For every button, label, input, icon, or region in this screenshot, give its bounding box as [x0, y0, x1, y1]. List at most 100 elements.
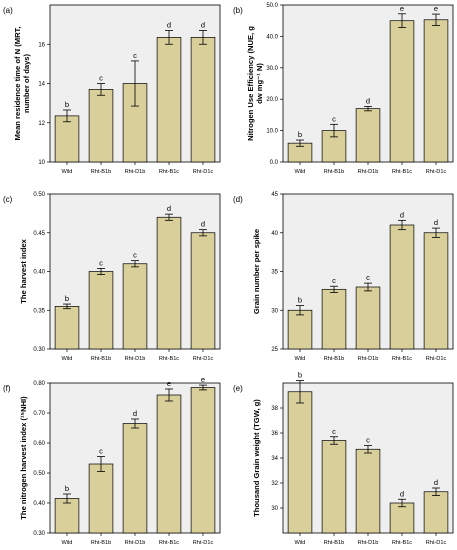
- bar-rht-b1c: [156, 37, 182, 163]
- y-tick-label: 0.30: [33, 531, 45, 537]
- significance-label: e: [167, 379, 171, 388]
- x-tick-label: Wild: [295, 540, 306, 546]
- bar-rht-d1c: [190, 37, 216, 163]
- x-tick-label: Wild: [62, 356, 73, 362]
- x-tick-label: Rht-B1c: [159, 356, 179, 362]
- significance-label: b: [298, 130, 302, 139]
- chart-panel-3: (c) 0.30 0.35 0.40 0.45 0.50 The harvest index…: [3, 192, 221, 362]
- panel-tag: (e): [233, 384, 243, 393]
- y-tick-label: 0.40: [33, 501, 45, 507]
- y-axis-label-line: The nitrogen harvest index (¹⁵NHI): [19, 396, 28, 520]
- y-tick-label: 30: [271, 506, 278, 512]
- x-tick-label: Rht-D1b: [358, 169, 379, 175]
- bar-rht-b1c: [389, 20, 415, 163]
- y-tick-label: 0.60: [33, 441, 45, 447]
- x-tick-label: Wild: [295, 356, 306, 362]
- chart-panel-5: (f) 0.30 0.40 0.50 0.60 0.70 0.80 The nitrogen …: [3, 375, 221, 546]
- chart-panel-2: (b) 0.0 10.0 20.0 30.0 40.0 50.0 Nitrogen Use E…: [233, 3, 454, 175]
- significance-label: d: [167, 21, 171, 30]
- bar-wild: [54, 498, 80, 534]
- significance-label: c: [133, 51, 137, 60]
- bar-rht-b1c: [389, 502, 415, 534]
- panel-tag: (d): [233, 195, 243, 204]
- x-tick-label: Rht-B1b: [91, 540, 112, 546]
- x-tick-label: Wild: [62, 540, 73, 546]
- y-axis-label-line: Grain number per spike: [252, 229, 261, 314]
- bar-rht-b1b: [88, 271, 114, 350]
- y-axis-label-line: number of days): [22, 53, 31, 113]
- bar-rht-b1c: [156, 394, 182, 534]
- y-tick-label: 10: [38, 160, 45, 166]
- y-tick-label: 40: [271, 231, 278, 237]
- y-axis-label-line: dw mg⁻¹ N): [255, 63, 264, 104]
- y-tick-label: 0.80: [33, 381, 45, 387]
- significance-label: c: [332, 276, 336, 285]
- y-tick-label: 35: [271, 270, 278, 276]
- y-tick-label: 36: [271, 431, 278, 437]
- panel-tag: (b): [233, 6, 243, 15]
- x-tick-label: Wild: [62, 169, 73, 175]
- significance-label: d: [133, 409, 137, 418]
- significance-label: c: [332, 114, 336, 123]
- significance-label: c: [366, 273, 370, 282]
- y-tick-label: 32: [271, 481, 278, 487]
- significance-label: c: [99, 447, 103, 456]
- panel-tag: (f): [3, 384, 11, 393]
- y-tick-label: 0.45: [33, 231, 45, 237]
- significance-label: e: [400, 4, 404, 13]
- bar-rht-d1b: [355, 286, 381, 350]
- significance-label: b: [298, 371, 302, 380]
- y-tick-label: 30.0: [266, 66, 278, 72]
- bar-rht-b1b: [321, 440, 347, 534]
- y-tick-label: 45: [271, 192, 278, 198]
- bar-rht-d1c: [423, 232, 449, 350]
- significance-label: d: [434, 218, 438, 227]
- y-tick-label: 0.70: [33, 411, 45, 417]
- bar-wild: [287, 391, 313, 534]
- x-tick-label: Rht-B1c: [392, 169, 412, 175]
- x-tick-label: Rht-D1c: [193, 169, 214, 175]
- y-axis-label: Mean residence time of N (MRT,number of …: [13, 27, 31, 141]
- significance-label: d: [400, 489, 404, 498]
- bar-rht-d1c: [190, 232, 216, 350]
- x-tick-label: Rht-D1c: [426, 169, 447, 175]
- chart-panel-6: (e) 30 32 34 36 38 Thousand Grain weight (TGW,…: [233, 371, 454, 546]
- x-tick-label: Rht-B1b: [324, 540, 345, 546]
- significance-label: c: [99, 74, 103, 83]
- y-tick-label: 0.30: [33, 347, 45, 353]
- x-tick-label: Rht-B1b: [91, 356, 112, 362]
- y-axis-label: Nitrogen Use Efficiency (NUE, gdw mg⁻¹ N…: [246, 26, 264, 141]
- y-tick-label: 16: [38, 42, 45, 48]
- y-axis-label: Thousand Grain weight (TGW, g): [252, 399, 261, 517]
- significance-label: e: [201, 375, 205, 384]
- significance-label: b: [65, 294, 69, 303]
- bar-rht-b1b: [88, 89, 114, 163]
- x-tick-label: Rht-B1c: [392, 540, 412, 546]
- significance-label: c: [332, 427, 336, 436]
- bar-rht-d1b: [355, 448, 381, 534]
- y-axis-label-line: Nitrogen Use Efficiency (NUE, g: [246, 26, 255, 141]
- y-tick-label: 0.35: [33, 308, 45, 314]
- y-tick-label: 38: [271, 406, 278, 412]
- bar-rht-b1c: [156, 216, 182, 350]
- x-tick-label: Wild: [295, 169, 306, 175]
- x-tick-label: Rht-D1b: [125, 540, 146, 546]
- chart-panel-4: (d) 25 30 35 40 45 Grain number per spike b Wild…: [233, 192, 454, 362]
- x-tick-label: Rht-B1c: [159, 540, 179, 546]
- y-tick-label: 30: [271, 308, 278, 314]
- y-tick-label: 20.0: [266, 97, 278, 103]
- y-tick-label: 34: [271, 456, 278, 462]
- y-tick-label: 10.0: [266, 129, 278, 135]
- x-tick-label: Rht-D1b: [125, 356, 146, 362]
- x-tick-label: Rht-D1c: [193, 540, 214, 546]
- y-axis-label-line: Thousand Grain weight (TGW, g): [252, 399, 261, 517]
- significance-label: b: [65, 484, 69, 493]
- y-axis-label-line: Mean residence time of N (MRT,: [13, 27, 22, 141]
- y-tick-label: 50.0: [266, 3, 278, 9]
- bar-wild: [54, 115, 80, 163]
- significance-label: c: [133, 251, 137, 260]
- significance-label: b: [298, 296, 302, 305]
- y-axis-label: Grain number per spike: [252, 229, 261, 314]
- y-axis-label: The harvest index: [19, 238, 28, 303]
- x-tick-label: Rht-B1b: [324, 169, 345, 175]
